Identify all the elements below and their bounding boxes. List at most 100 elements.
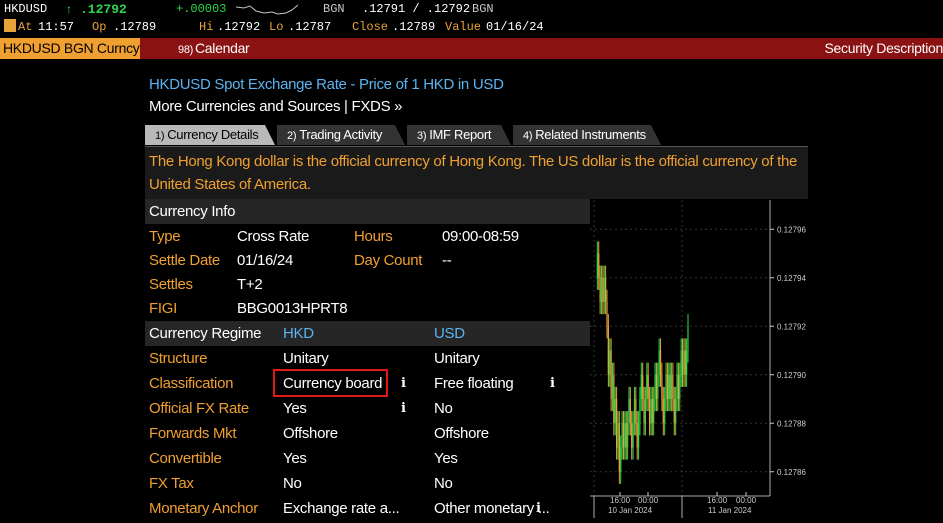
candle-body bbox=[675, 399, 677, 424]
candle-body bbox=[606, 302, 608, 327]
candle-body bbox=[610, 350, 612, 399]
settles-label: Settles bbox=[149, 276, 193, 293]
security-tab[interactable]: HKDUSD BGN Curncy bbox=[0, 38, 140, 59]
x-tick-label: 00:00 bbox=[736, 496, 757, 505]
fx-tax-row: FX Tax No No bbox=[145, 471, 590, 496]
info-icon[interactable]: i bbox=[536, 501, 541, 516]
forwards-mkt-row: Forwards Mkt Offshore Offshore bbox=[145, 421, 590, 446]
candle-body bbox=[625, 423, 627, 448]
candle-body bbox=[647, 374, 649, 399]
hkd-column-header: HKD bbox=[283, 325, 314, 342]
official-fx-rate-usd: No bbox=[434, 400, 453, 417]
quote-bar: HKDUSD ↑ .12792 +.00003 BGN .12791 / .12… bbox=[0, 0, 943, 38]
candle-body bbox=[654, 374, 656, 399]
open-value: .12789 bbox=[113, 20, 157, 34]
candle-body bbox=[684, 350, 686, 375]
classification-usd: Free floating bbox=[434, 375, 514, 392]
tab-related-instruments[interactable]: 4) Related Instruments bbox=[513, 125, 661, 145]
close-value: .12789 bbox=[392, 20, 436, 34]
candle-body bbox=[626, 423, 629, 448]
candle-body bbox=[679, 374, 681, 399]
monetary-anchor-usd: Other monetary ... bbox=[434, 500, 550, 517]
candle-body bbox=[672, 374, 674, 399]
fx-tax-hkd: No bbox=[283, 475, 302, 492]
value-date: 01/16/24 bbox=[486, 20, 544, 34]
hours-value: 09:00-08:59 bbox=[442, 228, 519, 245]
info-icon[interactable]: i bbox=[401, 376, 406, 391]
candle-body bbox=[650, 399, 652, 424]
structure-row: Structure Unitary Unitary bbox=[145, 346, 590, 371]
candle-body bbox=[617, 423, 619, 448]
candle-body bbox=[686, 350, 688, 375]
calendar-button[interactable]: 98) Calendar bbox=[178, 38, 250, 61]
candle-body bbox=[620, 447, 622, 472]
candle-body bbox=[643, 399, 645, 424]
candle-body bbox=[618, 423, 620, 472]
candle-body bbox=[648, 399, 651, 424]
candle-body bbox=[599, 277, 601, 302]
tab-label: IMF Report bbox=[429, 127, 492, 142]
candle-body bbox=[600, 277, 603, 302]
figi-value[interactable]: BBG0013HPRT8 bbox=[237, 300, 348, 317]
settle-date-row: Settle Date 01/16/24 Day Count -- bbox=[145, 248, 590, 273]
info-icon[interactable]: i bbox=[550, 376, 555, 391]
candle-body bbox=[611, 374, 614, 399]
open-label: Op bbox=[92, 20, 107, 34]
close-label: Close bbox=[352, 20, 389, 34]
candle-body bbox=[624, 423, 626, 448]
currency-description: The Hong Kong dollar is the official cur… bbox=[145, 146, 808, 199]
function-title: Security Description bbox=[824, 40, 943, 56]
y-tick-label: 0.12786 bbox=[777, 468, 806, 477]
candle-body bbox=[669, 374, 671, 399]
candle-body bbox=[653, 399, 655, 424]
at-label: At bbox=[18, 20, 33, 34]
candle-body bbox=[659, 350, 662, 375]
monetary-anchor-row: Monetary Anchor Exchange rate a... Other… bbox=[145, 496, 590, 521]
candle-body bbox=[637, 423, 640, 448]
fx-tax-label: FX Tax bbox=[149, 475, 194, 492]
candle-body bbox=[655, 374, 658, 399]
x-date-label: 11 Jan 2024 bbox=[708, 506, 752, 515]
last-price: .12792 bbox=[80, 2, 127, 17]
calendar-label: Calendar bbox=[195, 40, 250, 56]
tab-trading-activity[interactable]: 2) Trading Activity bbox=[277, 125, 405, 145]
tab-number: 1) bbox=[155, 130, 165, 142]
info-icon[interactable]: i bbox=[401, 401, 406, 416]
tab-imf-report[interactable]: 3) IMF Report bbox=[407, 125, 511, 145]
quote-time: 11:57 bbox=[38, 20, 75, 34]
candle-body bbox=[603, 277, 605, 302]
page-title[interactable]: HKDUSD Spot Exchange Rate - Price of 1 H… bbox=[149, 76, 504, 93]
chart-candles bbox=[596, 241, 689, 484]
settles-value: T+2 bbox=[237, 276, 263, 293]
settle-date-label: Settle Date bbox=[149, 252, 220, 269]
ticker: HKDUSD bbox=[4, 2, 48, 16]
tab-currency-details[interactable]: 1) Currency Details bbox=[145, 125, 275, 145]
price-chart[interactable]: 0.12796 0.12794 0.12792 0.12790 0.12788 0.127… bbox=[590, 200, 943, 523]
y-tick-label: 0.12792 bbox=[777, 322, 806, 331]
candle-body bbox=[609, 350, 611, 375]
tab-label: Trading Activity bbox=[299, 127, 383, 142]
more-currencies-link[interactable]: More Currencies and Sources | FXDS » bbox=[149, 98, 403, 115]
usd-column-header: USD bbox=[434, 325, 465, 342]
bid-ask: .12791 / .12792 bbox=[362, 2, 471, 16]
settle-date-value: 01/16/24 bbox=[237, 252, 293, 269]
settles-row: Settles T+2 bbox=[145, 272, 590, 297]
candle-body bbox=[607, 326, 609, 375]
convertible-usd: Yes bbox=[434, 450, 458, 467]
classification-hkd: Currency board bbox=[283, 375, 383, 392]
forwards-mkt-hkd: Offshore bbox=[283, 425, 338, 442]
type-row: Type Cross Rate Hours 09:00-08:59 bbox=[145, 224, 590, 249]
candle-body bbox=[687, 326, 689, 351]
x-date-label: 10 Jan 2024 bbox=[608, 506, 653, 515]
market-icon[interactable] bbox=[4, 19, 16, 32]
sparkline-icon bbox=[236, 4, 298, 15]
low-label: Lo bbox=[269, 20, 284, 34]
tab-number: 4) bbox=[523, 130, 533, 142]
candle-body bbox=[662, 399, 664, 424]
official-fx-rate-row: Official FX Rate Yes i No bbox=[145, 396, 590, 421]
type-value: Cross Rate bbox=[237, 228, 310, 245]
candle-body bbox=[622, 423, 625, 448]
high-value: .12792 bbox=[217, 20, 261, 34]
tab-bar: 1) Currency Details 2) Trading Activity 3)… bbox=[145, 125, 943, 145]
candle-body bbox=[628, 399, 630, 424]
